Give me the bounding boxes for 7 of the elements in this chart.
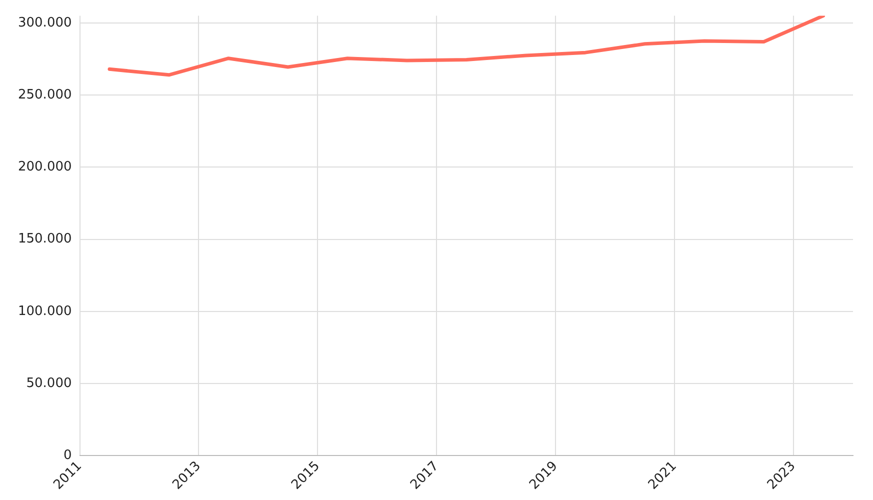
y-tick-label: 0 bbox=[63, 448, 72, 463]
y-tick-label: 300.000 bbox=[18, 15, 72, 30]
y-tick-label: 200.000 bbox=[18, 160, 72, 175]
y-tick-label: 250.000 bbox=[18, 87, 72, 102]
y-tick-label: 150.000 bbox=[18, 232, 72, 247]
y-tick-label: 50.000 bbox=[26, 376, 72, 391]
y-tick-label: 100.000 bbox=[18, 304, 72, 319]
